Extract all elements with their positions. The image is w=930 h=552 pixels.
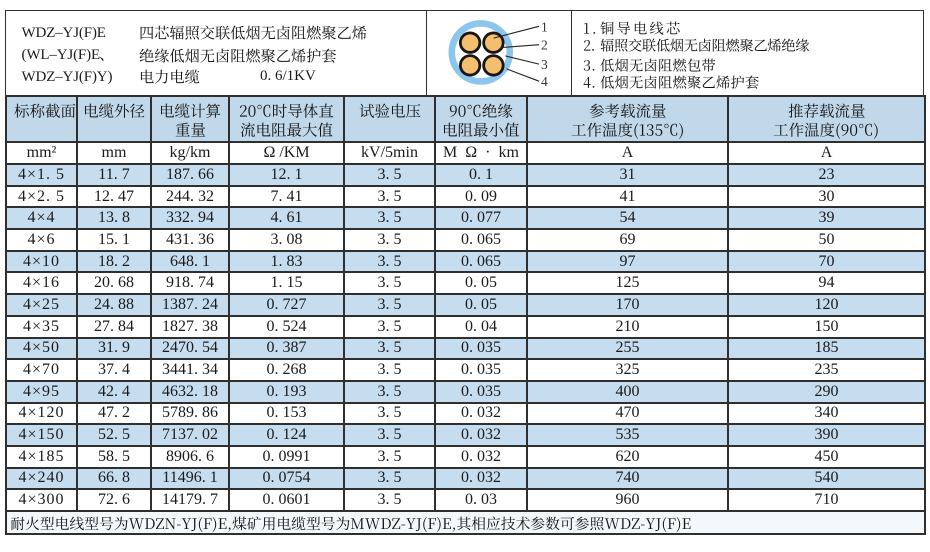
svg-text:3: 3 bbox=[541, 57, 548, 72]
svg-text:4: 4 bbox=[541, 74, 548, 89]
svg-text:1: 1 bbox=[541, 19, 548, 34]
svg-text:2: 2 bbox=[541, 38, 548, 53]
